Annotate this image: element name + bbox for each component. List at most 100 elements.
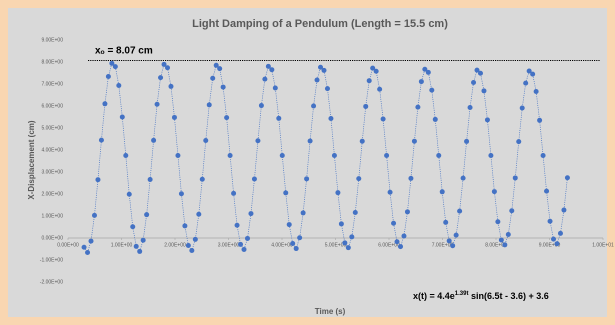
annotation: xₒ = 8.07 cm xyxy=(95,46,153,57)
data-point xyxy=(370,65,376,71)
data-point xyxy=(331,153,337,158)
data-point xyxy=(95,177,101,183)
data-point xyxy=(220,84,226,90)
y-tick-label: 7.00E+00 xyxy=(41,81,63,87)
data-point xyxy=(251,176,257,182)
y-tick-label: 4.00E+00 xyxy=(41,147,63,153)
data-point xyxy=(457,208,463,214)
data-point xyxy=(133,243,139,249)
x-tick-label: 3.00E+00 xyxy=(218,242,240,248)
data-point xyxy=(401,233,407,239)
y-tick-label: 5.00E+00 xyxy=(41,125,63,131)
data-point xyxy=(557,230,563,236)
x-axis-label: Time (s) xyxy=(315,307,346,316)
x-tick-label: 1.00E+00 xyxy=(111,242,133,248)
data-point xyxy=(210,75,216,81)
x-tick-label: 5.00E+00 xyxy=(325,242,347,248)
data-point xyxy=(293,246,299,252)
data-point xyxy=(540,153,546,158)
data-point xyxy=(377,86,383,92)
data-point xyxy=(544,188,550,194)
data-point xyxy=(484,117,490,123)
data-point xyxy=(446,238,452,244)
data-point xyxy=(307,138,313,144)
data-point xyxy=(533,88,539,94)
data-point xyxy=(231,190,237,196)
data-point xyxy=(168,83,174,89)
data-point xyxy=(398,244,404,250)
data-point xyxy=(175,153,181,158)
data-point xyxy=(171,114,177,120)
chart-title: Light Damping of a Pendulum (Length = 15… xyxy=(192,18,448,30)
data-point xyxy=(290,241,296,246)
data-point xyxy=(244,235,250,241)
data-point xyxy=(498,237,504,243)
data-point xyxy=(474,67,480,73)
data-point xyxy=(265,63,271,69)
x-tick-label: 8.00E+00 xyxy=(485,242,507,248)
data-point xyxy=(137,248,143,254)
data-point xyxy=(394,239,400,245)
data-point xyxy=(359,138,365,144)
data-point xyxy=(112,64,118,70)
data-point xyxy=(227,153,233,158)
data-point xyxy=(537,117,543,123)
data-point xyxy=(523,80,529,86)
equation-sup: 1.39t xyxy=(455,291,469,297)
data-point xyxy=(203,138,209,144)
data-point xyxy=(509,208,515,214)
data-point xyxy=(161,61,167,67)
data-point xyxy=(269,67,275,73)
data-point xyxy=(443,219,449,225)
y-tick-label: 3.00E+00 xyxy=(41,169,63,175)
data-point xyxy=(196,211,202,217)
y-tick-label: 1.00E+00 xyxy=(41,213,63,219)
data-point xyxy=(123,153,129,158)
y-tick-label: 8.00E+00 xyxy=(41,59,63,65)
data-point xyxy=(338,221,344,227)
data-point xyxy=(512,175,518,181)
data-point xyxy=(554,241,560,247)
equation-base: x(t) = 4.4e xyxy=(413,291,455,301)
data-point xyxy=(345,245,351,251)
data-point xyxy=(467,105,473,111)
data-point xyxy=(324,86,330,92)
data-point xyxy=(109,60,115,66)
data-point xyxy=(530,71,536,77)
data-point xyxy=(241,246,247,252)
data-point xyxy=(185,242,191,248)
data-point xyxy=(491,189,497,195)
data-point xyxy=(422,66,428,72)
data-point xyxy=(258,103,264,109)
data-point xyxy=(477,70,483,76)
data-point xyxy=(349,234,355,240)
data-point xyxy=(328,116,334,122)
data-point xyxy=(234,222,240,228)
data-point xyxy=(564,175,570,181)
data-point xyxy=(206,102,212,108)
equation: x(t) = 4.4e1.39t sin(6.5t - 3.6) + 3.6 xyxy=(413,291,549,302)
data-point xyxy=(318,64,324,70)
data-point xyxy=(418,79,424,85)
data-point xyxy=(283,190,289,196)
data-point xyxy=(373,68,379,74)
data-point xyxy=(158,75,164,81)
data-point xyxy=(199,176,205,182)
data-point xyxy=(140,237,146,243)
data-point xyxy=(297,235,303,241)
data-point xyxy=(276,115,282,121)
data-point xyxy=(304,176,310,182)
data-point xyxy=(471,79,477,85)
x-tick-label: 2.00E+00 xyxy=(164,242,186,248)
data-point xyxy=(408,175,414,181)
data-point xyxy=(335,190,341,196)
data-point xyxy=(411,138,417,144)
data-point xyxy=(116,83,122,89)
data-point xyxy=(356,176,362,182)
data-point xyxy=(453,232,459,238)
y-tick-label: -2.00E+00 xyxy=(40,279,63,285)
data-point xyxy=(262,76,268,82)
data-point xyxy=(502,242,508,248)
x-tick-label: 4.00E+00 xyxy=(271,242,293,248)
